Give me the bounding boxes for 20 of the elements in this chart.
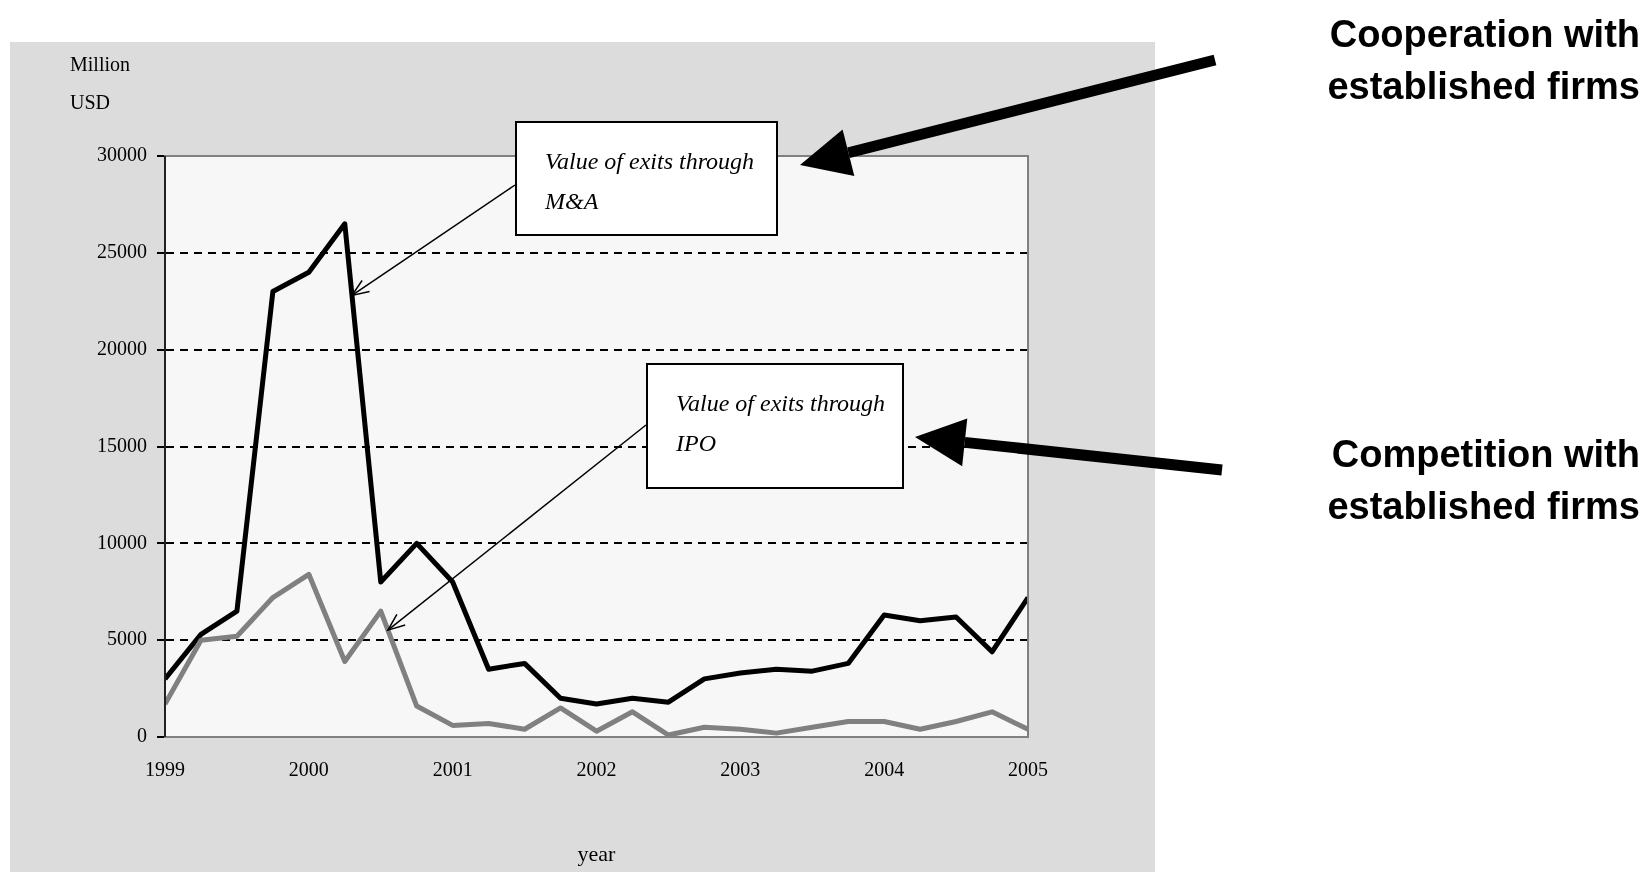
y-tick-label: 0 xyxy=(137,724,147,747)
text: Cooperation with established firms xyxy=(1326,12,1640,109)
y-tick-label: 15000 xyxy=(97,433,147,456)
x-tick-label: 2004 xyxy=(864,758,905,781)
x-axis-title: year xyxy=(577,840,617,866)
text: Competition with established firms xyxy=(1326,432,1640,529)
x-tick-label: 2001 xyxy=(432,758,473,781)
y-tick-label: 25000 xyxy=(97,240,147,263)
x-tick-label: 1999 xyxy=(145,758,185,781)
x-tick-label: 2005 xyxy=(1008,758,1048,781)
y-tick-label: 10000 xyxy=(97,530,147,553)
x-tick-label: 2000 xyxy=(288,758,329,781)
y-tick-label: 20000 xyxy=(97,336,147,359)
x-tick-label: 2003 xyxy=(720,758,761,781)
y-tick-label: 5000 xyxy=(107,627,147,650)
note-box: Value of exits through M&A xyxy=(515,121,778,236)
y-axis-title: Million USD xyxy=(70,53,131,113)
y-tick-label: 30000 xyxy=(97,143,147,166)
x-tick-label: 2002 xyxy=(576,758,617,781)
note-box: Value of exits through IPO xyxy=(646,363,904,489)
